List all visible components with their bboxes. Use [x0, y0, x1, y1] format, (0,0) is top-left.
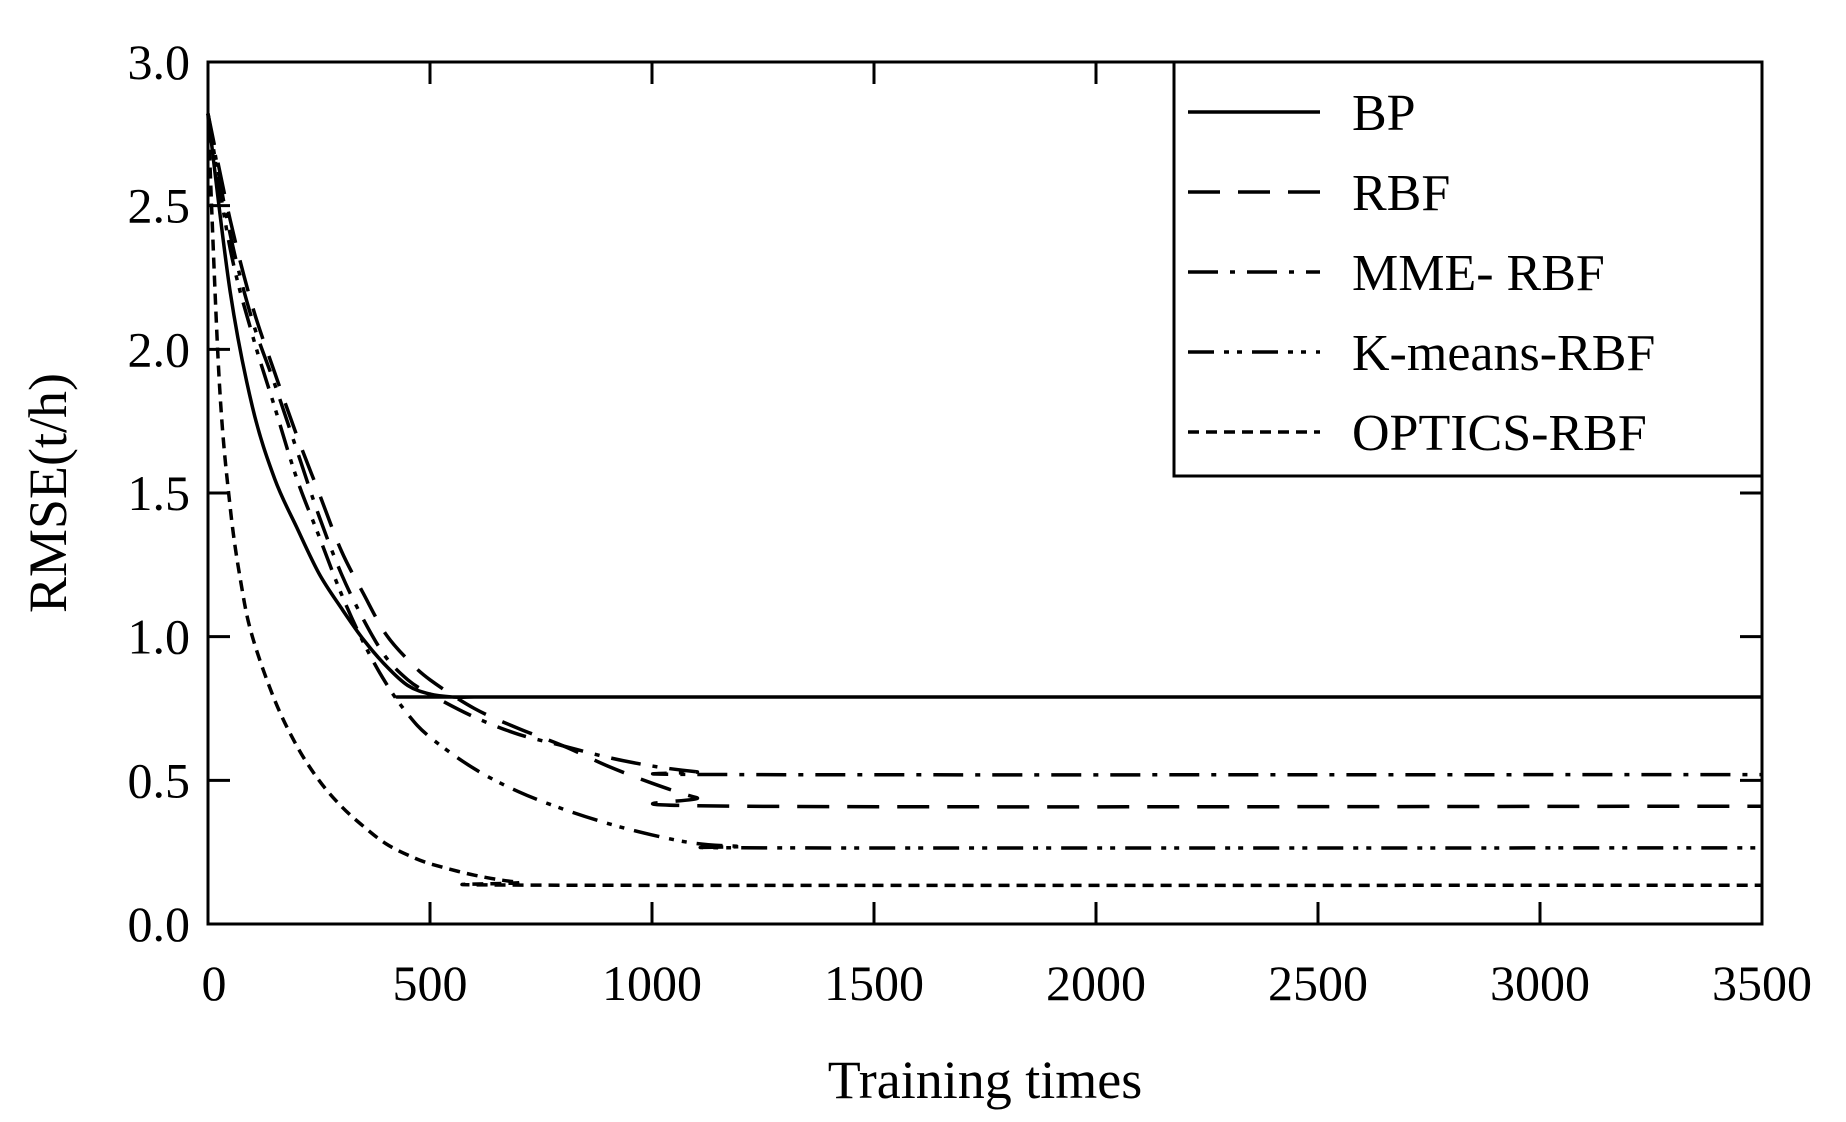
series-line-rbf: [206, 113, 1763, 809]
y-tick-label: 2.5: [128, 178, 191, 234]
x-tick-label: 2000: [1046, 955, 1146, 1011]
y-tick-label: 1.5: [128, 465, 191, 521]
legend: BP RBF MME- RBF K-means-RBF OPTICS-RBF: [1172, 60, 1764, 478]
y-tick-label: 2.0: [128, 321, 191, 377]
y-axis: 0.0 0.5 1.0 1.5 2.0 2.5 3.0: [128, 34, 1762, 952]
y-tick-label: 0.5: [128, 752, 191, 808]
legend-label: BP: [1352, 85, 1416, 142]
legend-label: RBF: [1352, 165, 1450, 222]
y-axis-title: RMSE(t/h): [18, 373, 78, 613]
x-tick-label: 3000: [1490, 955, 1590, 1011]
x-tick-label: 2500: [1268, 955, 1368, 1011]
y-tick-label: 3.0: [128, 34, 191, 90]
series-line-k-means-rbf: [206, 113, 1763, 850]
legend-label: OPTICS-RBF: [1352, 405, 1647, 462]
x-axis: 0 500 1000 1500 2000 2500 3000 3500: [202, 62, 1812, 1011]
x-tick-label: 500: [393, 955, 468, 1011]
x-tick-label: 1500: [824, 955, 924, 1011]
legend-label: MME- RBF: [1352, 245, 1605, 302]
series-layer: [206, 113, 1763, 888]
x-tick-label: 0: [202, 955, 227, 1011]
y-tick-label: 0.0: [128, 896, 191, 952]
legend-label: K-means-RBF: [1352, 325, 1655, 382]
series-line-mme-rbf: [206, 113, 1763, 777]
legend-box: [1172, 60, 1764, 478]
series-line-bp: [206, 113, 1762, 699]
y-tick-label: 1.0: [128, 609, 191, 665]
series-line-optics-rbf: [206, 113, 1763, 888]
x-tick-label: 1000: [602, 955, 702, 1011]
x-axis-title: Training times: [828, 1050, 1143, 1110]
x-tick-label: 3500: [1712, 955, 1812, 1011]
